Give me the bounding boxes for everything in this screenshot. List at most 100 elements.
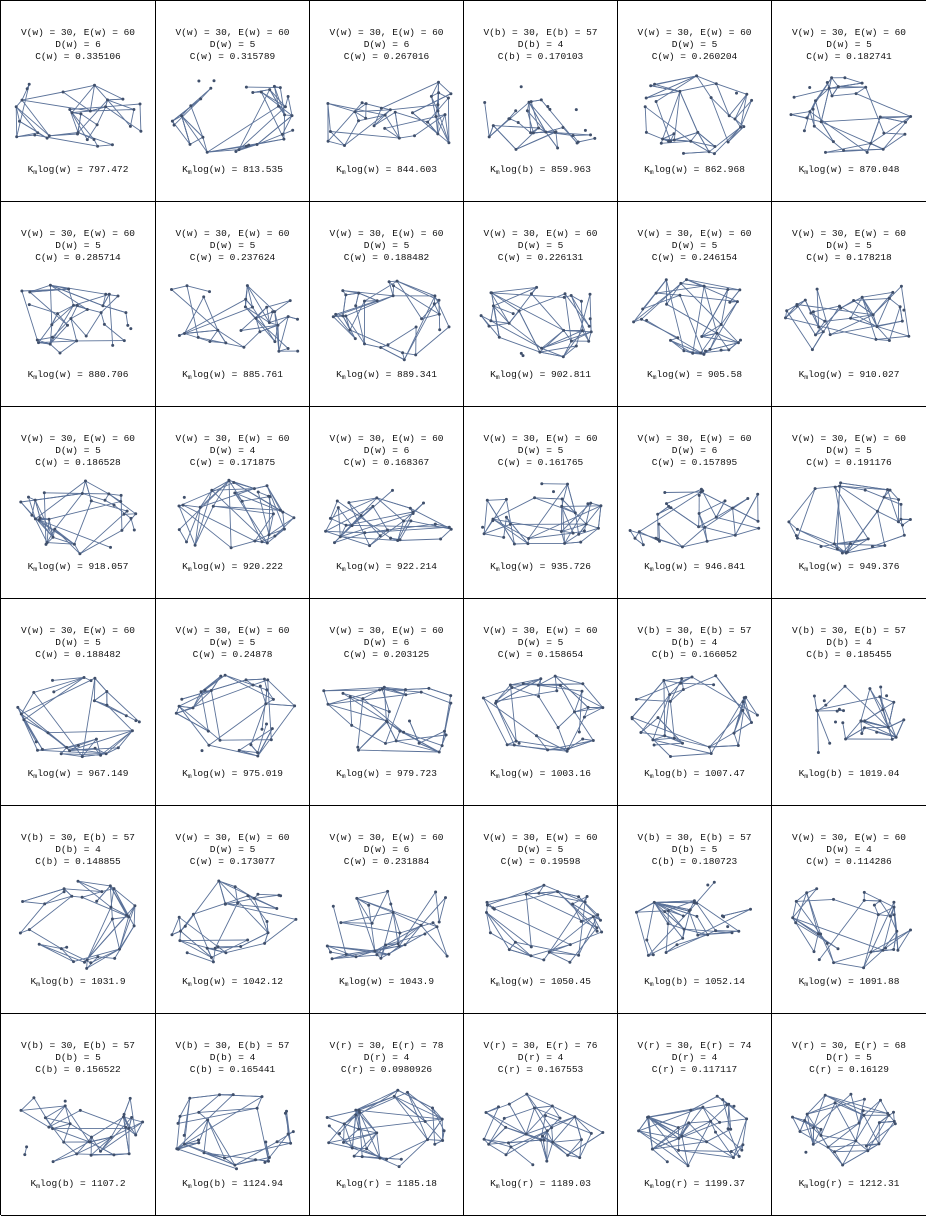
- graph-vertex: [224, 341, 227, 344]
- graph-edge: [246, 679, 264, 680]
- graph-vertex: [424, 1120, 427, 1123]
- graph-vertex: [266, 542, 269, 545]
- graph-edge: [702, 290, 728, 337]
- graph-vertex: [863, 1098, 866, 1101]
- graph-vertex: [815, 887, 818, 890]
- graph-vertex: [513, 543, 516, 546]
- graph-vertex: [518, 742, 521, 745]
- graph-vertex: [869, 142, 872, 145]
- graph-edge: [699, 514, 700, 527]
- graph-vertex: [51, 336, 54, 339]
- graph-vertex: [634, 537, 637, 540]
- graph-edge: [226, 904, 296, 920]
- graph-vertex: [32, 1096, 35, 1099]
- complexity-value: log(w) = 1050.45: [500, 976, 591, 987]
- complexity-label: Kmlog(w) = 967.149: [1, 768, 155, 783]
- graph-edge: [60, 341, 77, 353]
- graph-vertex: [831, 94, 834, 97]
- stat-line-l3: C(w) = 0.114286: [772, 856, 926, 868]
- stat-line-l1: V(b) = 30, E(b) = 57: [772, 625, 926, 637]
- graph-edge: [861, 689, 870, 721]
- graph-vertex: [64, 1100, 67, 1103]
- graph-vertex: [721, 1098, 724, 1101]
- stat-line-l2: D(w) = 6: [1, 39, 155, 51]
- graph-vertex: [813, 125, 816, 128]
- graph-vertex: [486, 901, 489, 904]
- graph-vertex: [560, 505, 563, 508]
- graph-edge: [733, 1119, 746, 1158]
- graph-vertex: [837, 85, 840, 88]
- stat-line-l2: D(r) = 5: [772, 1052, 926, 1064]
- graph-vertex: [73, 543, 76, 546]
- graph-vertex: [489, 931, 492, 934]
- graph-vertex: [578, 1156, 581, 1159]
- graph-edge: [106, 731, 132, 754]
- graph-vertex: [289, 1142, 292, 1145]
- graph-edge: [177, 1097, 262, 1149]
- graph-edge: [209, 745, 258, 756]
- graph-edge: [279, 317, 288, 352]
- graph-vertex: [326, 102, 329, 105]
- graph-vertex: [30, 514, 33, 517]
- graph-vertex: [877, 1142, 880, 1145]
- graph-edge: [547, 1131, 548, 1161]
- graph-vertex: [567, 747, 570, 750]
- graph-vertex: [683, 928, 686, 931]
- complexity-label: Kmlog(b) = 1124.94: [156, 1178, 309, 1193]
- graph-vertex: [651, 1148, 654, 1151]
- graph-vertex: [859, 719, 862, 722]
- graph-edge: [647, 902, 655, 940]
- graph-vertex: [199, 97, 202, 100]
- graph-vertex: [666, 1160, 669, 1163]
- graph-vertex: [106, 98, 109, 101]
- graph-vertex: [712, 683, 715, 686]
- graph-edge: [190, 1095, 220, 1099]
- graph-drawing: [472, 667, 610, 766]
- graph-vertex: [38, 943, 41, 946]
- graph-edge: [511, 1147, 533, 1165]
- graph-vertex: [389, 537, 392, 540]
- graph-vertex: [444, 896, 447, 899]
- graph-vertex: [349, 695, 352, 698]
- graph-vertex: [642, 543, 645, 546]
- graph-vertex: [730, 1150, 733, 1153]
- graph-edge: [39, 325, 52, 343]
- graph-vertex: [387, 953, 390, 956]
- graph-vertex: [203, 1151, 206, 1154]
- graph-edge: [341, 923, 400, 933]
- graph-vertex: [483, 532, 486, 535]
- graph-edge: [821, 78, 831, 122]
- graph-vertex: [291, 114, 294, 117]
- complexity-label: Kmlog(r) = 1185.18: [310, 1178, 463, 1193]
- graph-vertex: [438, 313, 441, 316]
- graph-vertex: [239, 945, 242, 948]
- graph-vertex: [268, 321, 271, 324]
- graph-vertex: [716, 1095, 719, 1098]
- graph-edge: [108, 99, 123, 100]
- graph-vertex: [245, 145, 248, 148]
- graph-edge: [208, 1120, 225, 1158]
- graph-edge: [358, 699, 363, 748]
- graph-edge: [558, 712, 574, 728]
- graph-vertex: [129, 327, 132, 330]
- graph-vertex: [68, 749, 71, 752]
- graph-vertex: [256, 751, 259, 754]
- graph-edge: [80, 1110, 125, 1127]
- graph-vertex: [903, 534, 906, 537]
- graph-vertex: [849, 1093, 852, 1096]
- graph-vertex: [202, 295, 205, 298]
- graph-edge: [44, 493, 82, 494]
- graph-vertex: [261, 1095, 264, 1098]
- graph-vertex: [587, 706, 590, 709]
- graph-vertex: [351, 1147, 354, 1150]
- graph-vertex: [569, 943, 572, 946]
- graph-vertex: [48, 518, 51, 521]
- graph-edge: [384, 687, 386, 721]
- graph-vertex: [63, 887, 66, 890]
- graph-vertex: [177, 1148, 180, 1151]
- graph-vertex: [697, 525, 700, 528]
- graph-vertex: [171, 933, 174, 936]
